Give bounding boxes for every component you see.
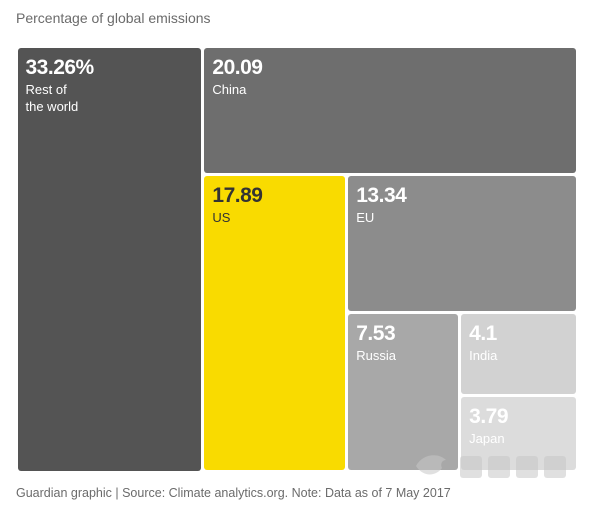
chart-title: Percentage of global emissions [16, 10, 211, 26]
tile-value: 33.26% [25, 55, 95, 79]
tile-label: India [469, 347, 498, 363]
tile-label: China [212, 81, 247, 97]
treemap-tile-russia: 7.53 Russia [348, 313, 459, 471]
tile-value: 3.79 [469, 404, 509, 428]
tile-label: Japan [469, 430, 505, 446]
tile-label: US [212, 209, 231, 225]
watermark-logo [416, 455, 566, 478]
treemap-tile-india: 4.1 India [461, 313, 577, 394]
tile-label: Rest of the world [25, 81, 79, 114]
tile-value: 7.53 [356, 321, 396, 345]
treemap-tile-china: 20.09 China [204, 47, 577, 173]
tile-value: 17.89 [212, 183, 263, 207]
treemap-tile-rest-of-the-world: 33.26% Rest of the world [17, 47, 202, 471]
source-note: Guardian graphic | Source: Climate analy… [16, 486, 451, 500]
tile-value: 4.1 [469, 321, 497, 345]
tile-value: 13.34 [356, 183, 407, 207]
treemap-chart: 33.26% Rest of the world 20.09 China 17.89 US… [16, 46, 578, 472]
tile-label: Russia [356, 347, 396, 363]
tile-value: 20.09 [212, 55, 263, 79]
treemap-tile-us: 17.89 US [204, 175, 346, 471]
treemap-tile-eu: 13.34 EU [348, 175, 577, 311]
tile-label: EU [356, 209, 375, 225]
